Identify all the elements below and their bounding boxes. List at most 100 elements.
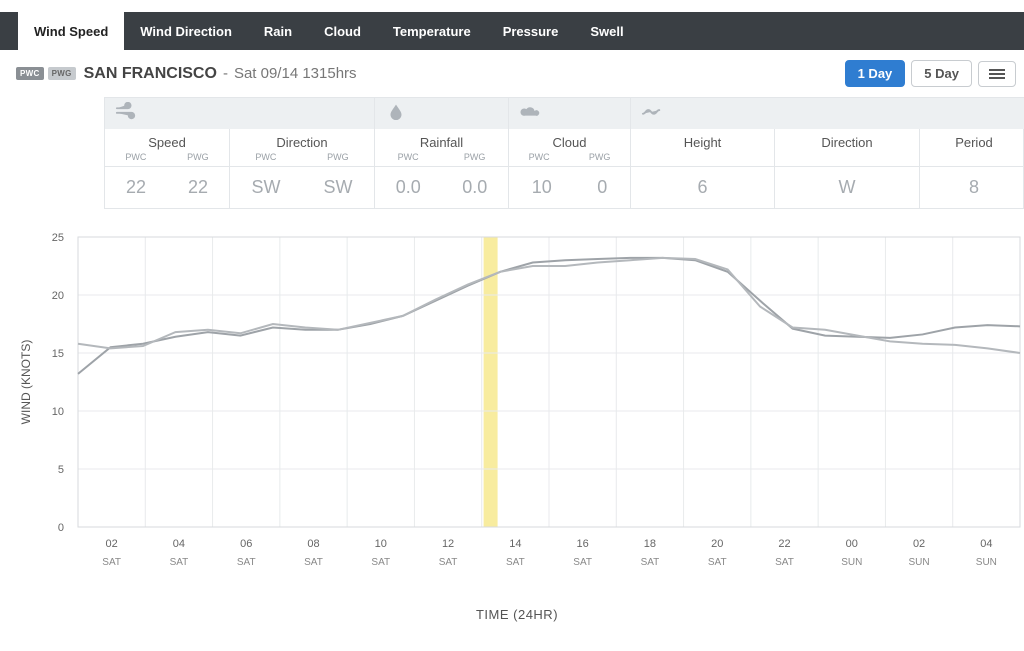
col-cloud-vals: 10 0 (509, 167, 631, 208)
location-datetime: Sat 09/14 1315hrs (234, 65, 357, 82)
col-swelldir-head: Direction (775, 129, 920, 152)
svg-text:14: 14 (509, 538, 521, 550)
value: W (839, 177, 856, 198)
svg-text:00: 00 (846, 538, 858, 550)
value: 10 (532, 177, 552, 198)
col-speed-vals: 22 22 (105, 167, 230, 208)
svg-text:22: 22 (778, 538, 790, 550)
svg-text:SUN: SUN (909, 557, 930, 568)
sub-label: PWG (187, 152, 209, 162)
svg-text:20: 20 (711, 538, 723, 550)
svg-text:SAT: SAT (102, 557, 121, 568)
col-cloud-subs: PWC PWG (509, 152, 631, 167)
svg-text:SUN: SUN (841, 557, 862, 568)
svg-text:10: 10 (375, 538, 387, 550)
range-1day-button[interactable]: 1 Day (845, 60, 906, 87)
wind-chart[interactable]: 0 5 10 15 20 25 02 SAT 04 SAT 06 SAT 08 SAT 10 SAT 12 SAT… (12, 227, 1022, 587)
header-row: PWC PWG SAN FRANCISCO - Sat 09/14 1315hr… (0, 50, 1024, 97)
sub-label: PWC (125, 152, 146, 162)
value: 0.0 (396, 177, 421, 198)
svg-text:0: 0 (58, 522, 64, 534)
sub-label: PWG (327, 152, 349, 162)
data-panel: Speed Direction Rainfall Cloud Height Di… (104, 97, 1024, 209)
svg-text:SAT: SAT (439, 557, 458, 568)
col-period-vals: 8 (920, 167, 1024, 208)
value: 22 (126, 177, 146, 198)
col-rainfall-subs: PWC PWG (375, 152, 509, 167)
x-axis-label: TIME (24HR) (12, 607, 1022, 622)
sub-label: PWC (398, 152, 419, 162)
value: 6 (697, 177, 707, 198)
value: 22 (188, 177, 208, 198)
rain-icon (375, 98, 509, 129)
location-title: SAN FRANCISCO (84, 65, 217, 83)
col-height-vals: 6 (631, 167, 775, 208)
svg-text:SAT: SAT (573, 557, 592, 568)
svg-text:06: 06 (240, 538, 252, 550)
svg-text:10: 10 (52, 406, 64, 418)
col-swelldir-subs (775, 152, 920, 167)
col-period-subs (920, 152, 1024, 167)
badge-pwg: PWG (48, 67, 76, 80)
svg-text:SAT: SAT (641, 557, 660, 568)
svg-text:WIND (KNOTS): WIND (KNOTS) (19, 340, 33, 425)
chart-menu-button[interactable] (978, 61, 1016, 87)
hamburger-icon (989, 69, 1005, 79)
range-5day-button[interactable]: 5 Day (911, 60, 972, 87)
tab-wind-direction[interactable]: Wind Direction (124, 12, 248, 50)
col-speed-head: Speed (105, 129, 230, 152)
svg-text:18: 18 (644, 538, 656, 550)
svg-text:SAT: SAT (775, 557, 794, 568)
svg-text:15: 15 (52, 348, 64, 360)
metric-tabs: Wind Speed Wind Direction Rain Cloud Tem… (0, 12, 1024, 50)
sub-label: PWG (464, 152, 486, 162)
svg-text:SUN: SUN (976, 557, 997, 568)
tab-cloud[interactable]: Cloud (308, 12, 377, 50)
svg-text:04: 04 (173, 538, 185, 550)
col-winddir-subs: PWC PWG (230, 152, 375, 167)
svg-text:SAT: SAT (170, 557, 189, 568)
svg-text:25: 25 (52, 232, 64, 244)
col-winddir-vals: SW SW (230, 167, 375, 208)
sub-label: PWC (529, 152, 550, 162)
sub-label: PWC (255, 152, 276, 162)
value: 0.0 (462, 177, 487, 198)
tab-pressure[interactable]: Pressure (487, 12, 575, 50)
svg-text:02: 02 (106, 538, 118, 550)
svg-text:04: 04 (980, 538, 992, 550)
svg-text:16: 16 (577, 538, 589, 550)
col-winddir-head: Direction (230, 129, 375, 152)
value: 8 (969, 177, 979, 198)
svg-text:SAT: SAT (506, 557, 525, 568)
value: SW (252, 177, 281, 198)
value: 0 (597, 177, 607, 198)
col-height-head: Height (631, 129, 775, 152)
tab-rain[interactable]: Rain (248, 12, 308, 50)
svg-text:12: 12 (442, 538, 454, 550)
sub-label: PWG (589, 152, 611, 162)
col-height-subs (631, 152, 775, 167)
tab-swell[interactable]: Swell (574, 12, 639, 50)
svg-text:SAT: SAT (708, 557, 727, 568)
col-swelldir-vals: W (775, 167, 920, 208)
col-period-head: Period (920, 129, 1024, 152)
swell-icon (631, 98, 1024, 129)
location-separator: - (223, 65, 228, 82)
svg-text:08: 08 (307, 538, 319, 550)
svg-text:SAT: SAT (304, 557, 323, 568)
badge-pwc: PWC (16, 67, 44, 80)
col-speed-subs: PWC PWG (105, 152, 230, 167)
chart-container: 0 5 10 15 20 25 02 SAT 04 SAT 06 SAT 08 SAT 10 SAT 12 SAT… (12, 227, 1022, 622)
tab-temperature[interactable]: Temperature (377, 12, 487, 50)
col-cloud-head: Cloud (509, 129, 631, 152)
svg-text:5: 5 (58, 464, 64, 476)
tab-wind-speed[interactable]: Wind Speed (18, 12, 124, 50)
col-rainfall-vals: 0.0 0.0 (375, 167, 509, 208)
cloud-icon (509, 98, 631, 129)
wind-icon (105, 98, 375, 129)
svg-text:SAT: SAT (371, 557, 390, 568)
value: SW (324, 177, 353, 198)
svg-text:20: 20 (52, 290, 64, 302)
col-rainfall-head: Rainfall (375, 129, 509, 152)
svg-text:SAT: SAT (237, 557, 256, 568)
